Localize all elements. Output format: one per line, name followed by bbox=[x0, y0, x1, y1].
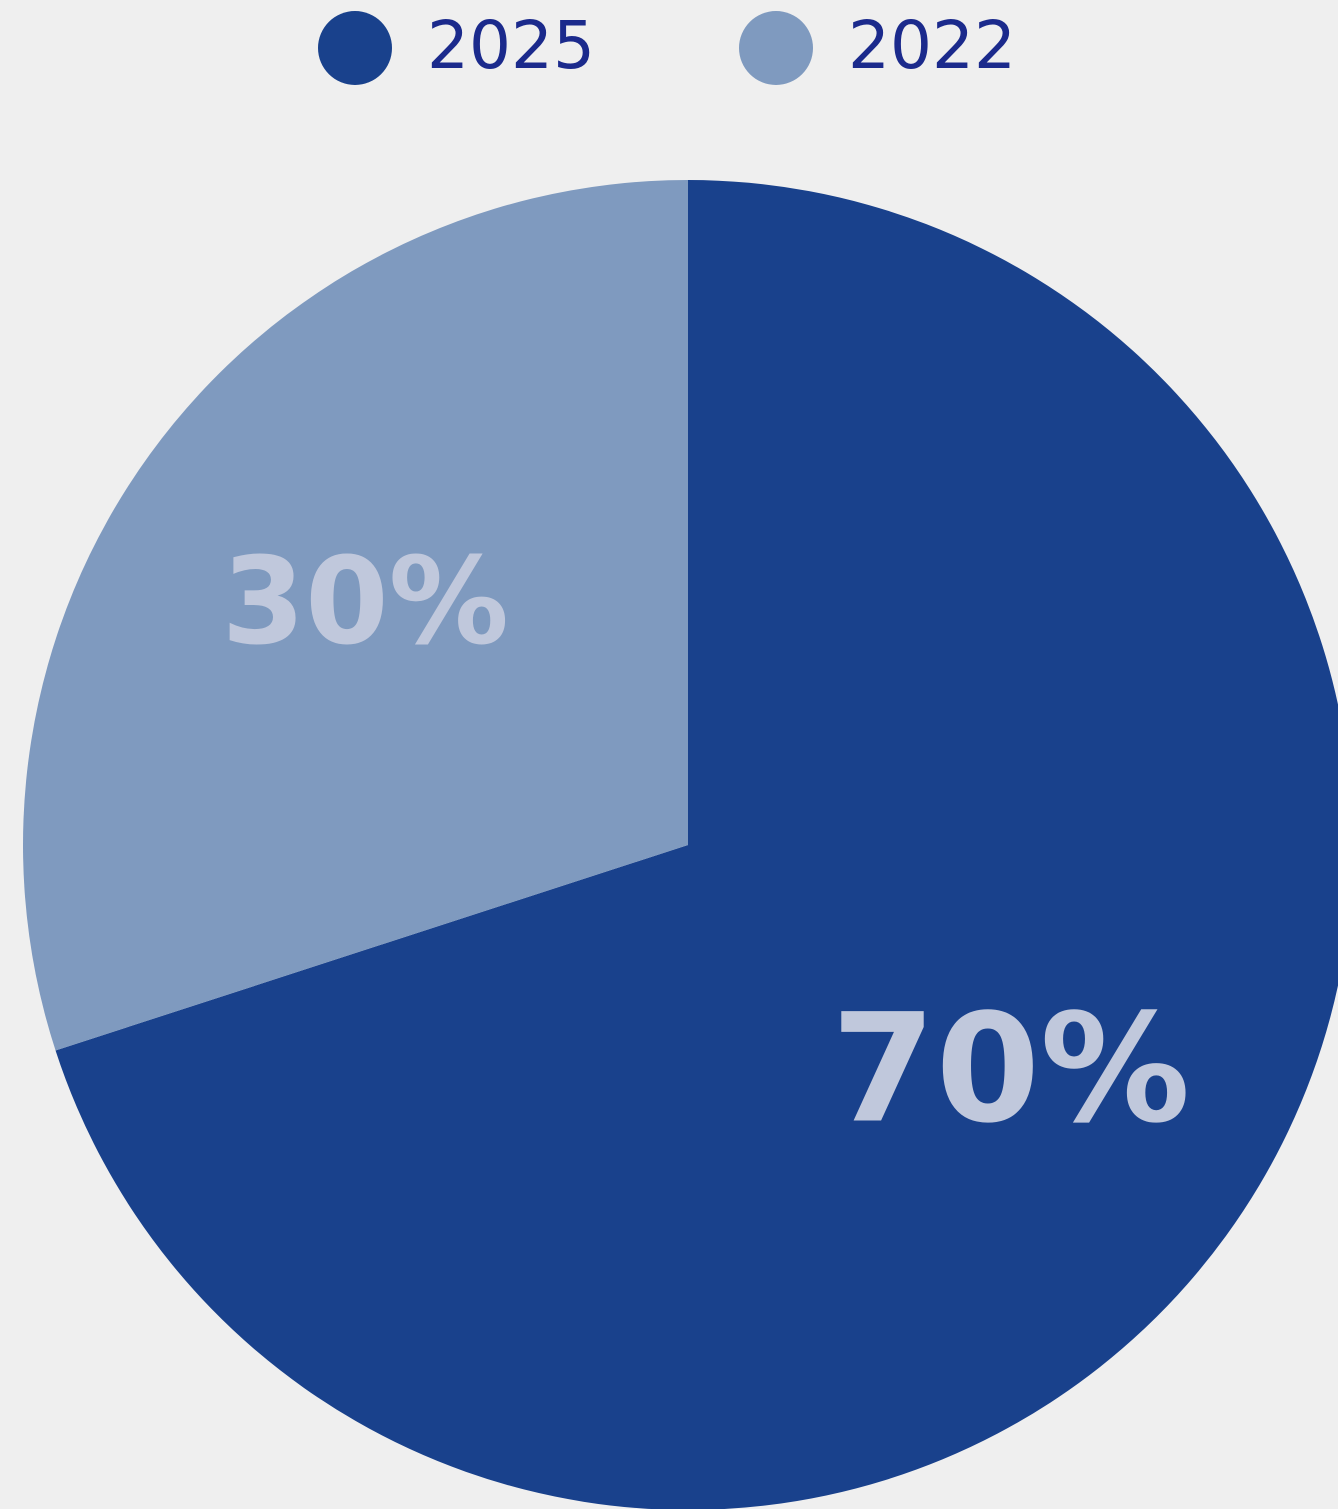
pie-slice bbox=[22, 180, 689, 1051]
legend-marker bbox=[739, 11, 813, 85]
legend-label: 2022 bbox=[848, 7, 1016, 84]
legend-label: 2025 bbox=[427, 7, 595, 84]
slice-label: 30% bbox=[222, 533, 509, 672]
legend-marker bbox=[318, 11, 392, 85]
slice-label: 70% bbox=[831, 983, 1190, 1157]
pie-slice bbox=[55, 180, 1338, 1509]
